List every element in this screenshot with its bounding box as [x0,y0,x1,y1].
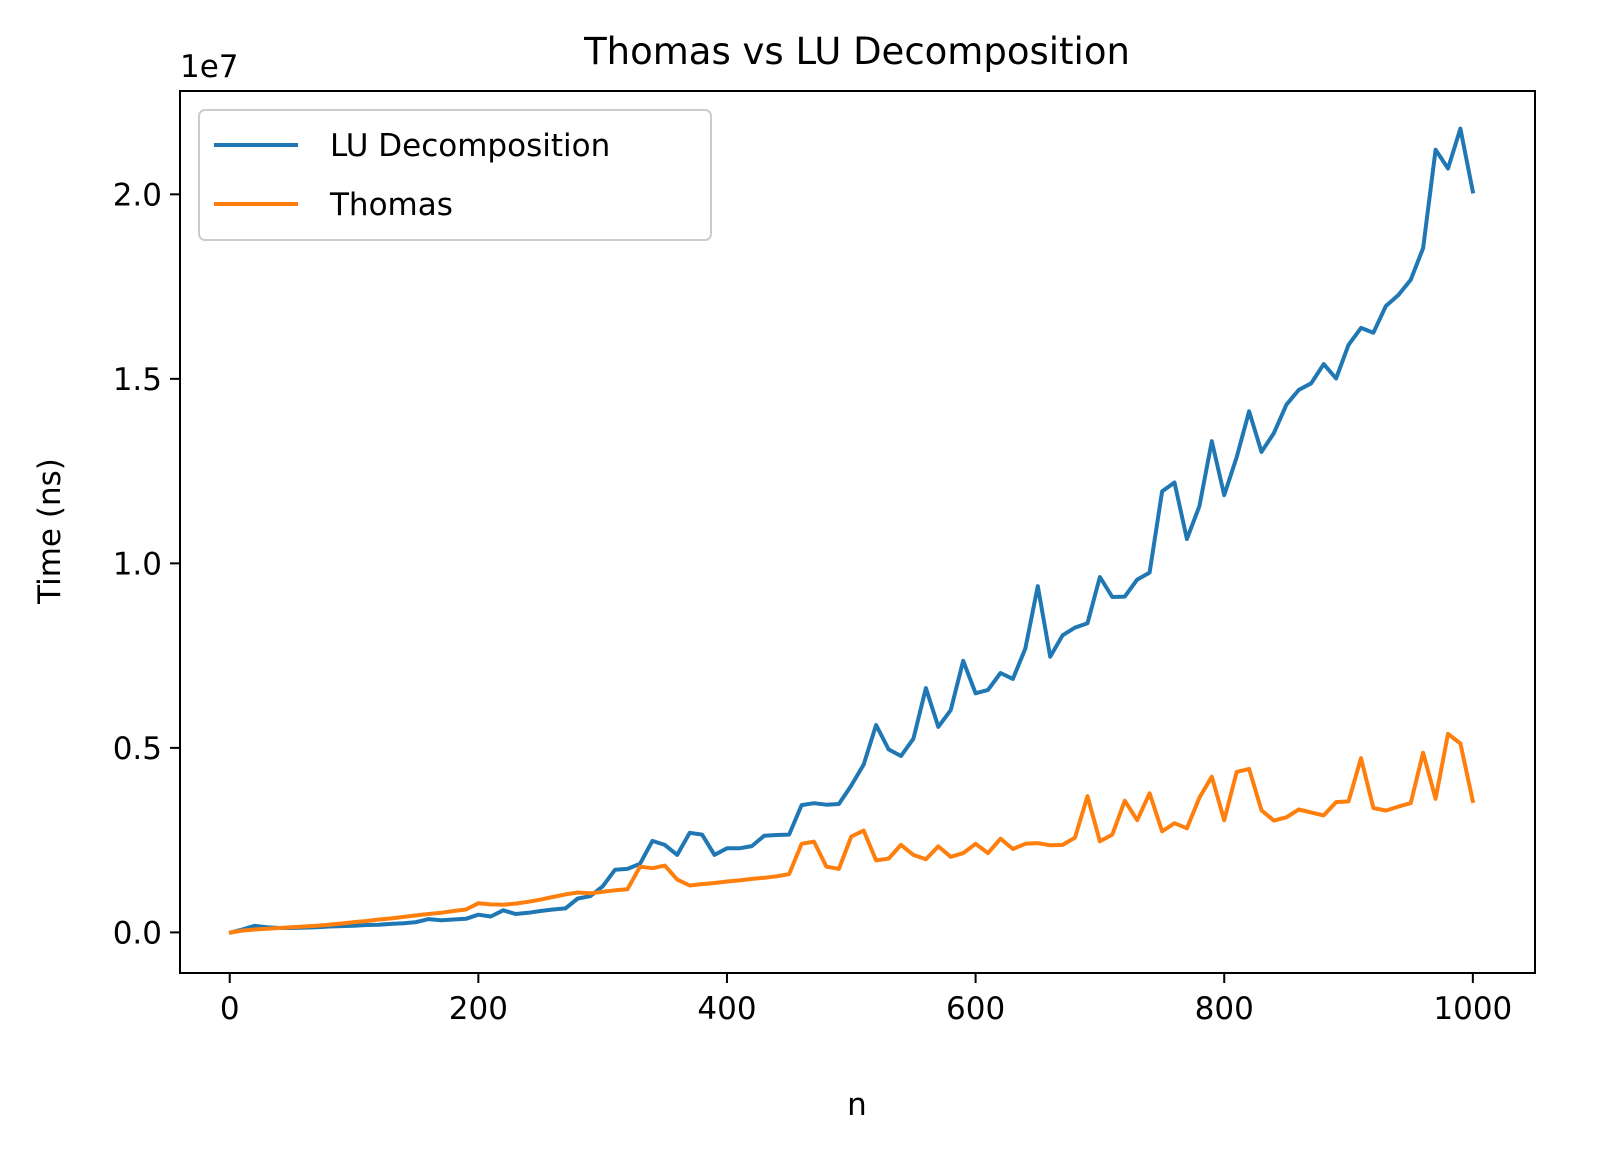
x-tick-label: 0 [220,991,240,1027]
y-axis-ticks: 0.0 0.5 1.0 1.5 2.0 [113,177,180,951]
chart-title: Thomas vs LU Decomposition [583,30,1130,73]
x-tick-label: 600 [946,991,1005,1027]
y-tick-label: 1.5 [113,362,162,398]
series-line-lu-decomposition [228,126,1476,935]
y-axis-offset-text: 1e7 [180,49,239,85]
y-tick-label: 0.5 [113,731,162,767]
series-layer [228,126,1476,935]
legend: LU Decomposition Thomas [198,109,712,241]
y-tick-label: 0.0 [113,915,162,951]
x-tick-label: 200 [449,991,508,1027]
x-tick-label: 1000 [1433,991,1512,1027]
y-tick-label: 1.0 [113,546,162,582]
legend-box [198,109,712,241]
legend-label: Thomas [329,187,453,223]
y-axis-label: Time (ns) [32,458,68,605]
series-line-thomas [228,731,1476,935]
plot-frame [179,90,1536,974]
x-tick-label: 800 [1195,991,1254,1027]
y-tick-label: 2.0 [113,177,162,213]
x-tick-label: 400 [697,991,756,1027]
x-axis-label: n [847,1087,867,1123]
x-axis-ticks: 0 200 400 600 800 1000 [220,973,1512,1027]
legend-label: LU Decomposition [330,128,610,164]
